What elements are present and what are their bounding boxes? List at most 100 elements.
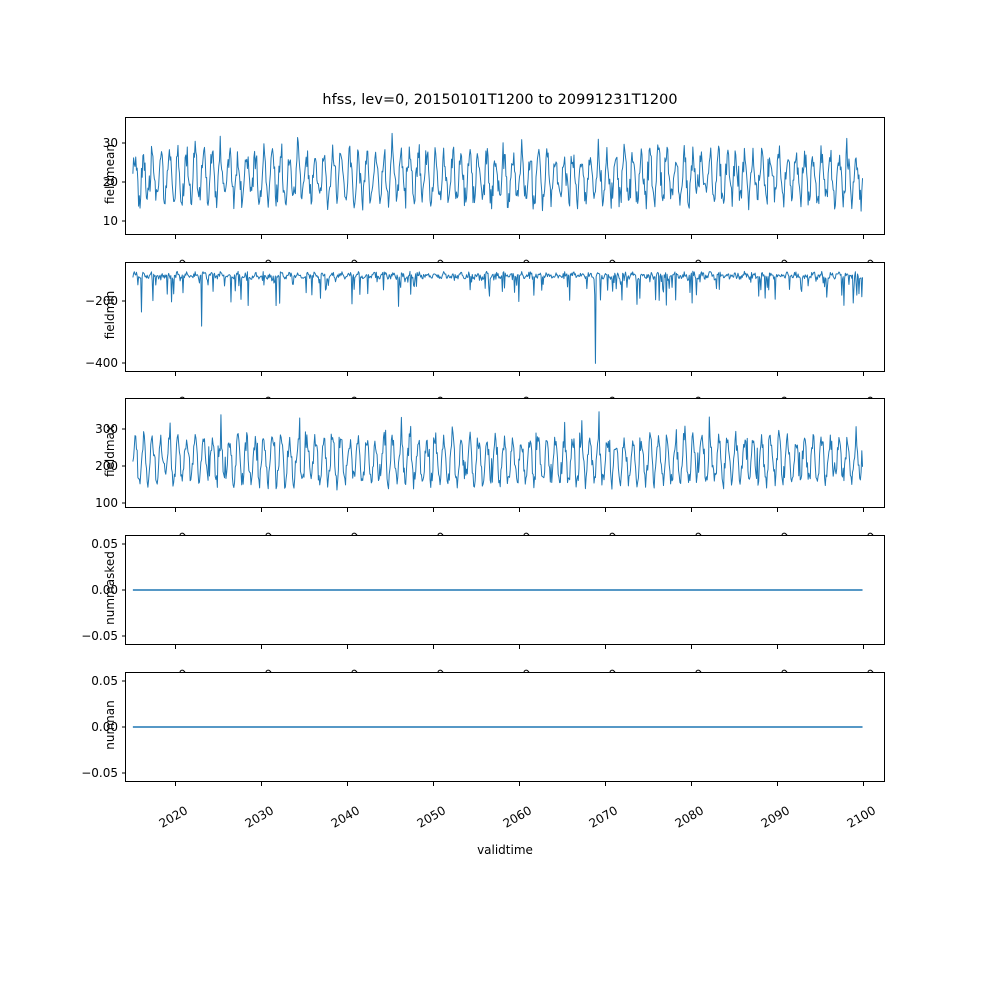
series-fieldmin bbox=[133, 271, 863, 363]
ytick-mark-fieldmin-0 bbox=[121, 300, 125, 302]
xtick-mark-nummasked-1 bbox=[260, 645, 262, 649]
axes-frame-numnan bbox=[125, 672, 885, 782]
ytick-label-fieldmax-0: 100 bbox=[95, 495, 118, 510]
ytick-label-fieldmean-2: 30 bbox=[102, 135, 118, 150]
ytick-label-numnan-2: −0.05 bbox=[81, 765, 118, 780]
plot-line-fieldmax bbox=[126, 399, 884, 507]
series-fieldmean bbox=[133, 133, 863, 211]
xtick-label-numnan-0: 2020 bbox=[156, 803, 190, 831]
xtick-mark-fieldmean-0 bbox=[174, 235, 176, 239]
xtick-mark-numnan-3 bbox=[433, 782, 435, 786]
xtick-mark-fieldmean-3 bbox=[433, 235, 435, 239]
xtick-label-numnan-8: 2100 bbox=[845, 803, 879, 831]
xtick-mark-nummasked-7 bbox=[777, 645, 779, 649]
xtick-mark-nummasked-8 bbox=[863, 645, 865, 649]
xtick-label-numnan-6: 2080 bbox=[672, 803, 707, 831]
xtick-mark-numnan-1 bbox=[260, 782, 262, 786]
xtick-mark-nummasked-5 bbox=[605, 645, 607, 649]
subplot-fieldmean: fieldmean 102030202020302040205020602070… bbox=[103, 117, 885, 284]
xtick-mark-nummasked-4 bbox=[519, 645, 521, 649]
xtick-label-numnan-5: 2070 bbox=[586, 803, 621, 831]
figure-title: hfss, lev=0, 20150101T1200 to 20991231T1… bbox=[322, 92, 678, 108]
xtick-mark-fieldmax-1 bbox=[260, 508, 262, 512]
xtick-mark-fieldmin-2 bbox=[347, 372, 349, 376]
ytick-mark-fieldmax-2 bbox=[121, 428, 125, 430]
ytick-mark-nummasked-0 bbox=[121, 543, 125, 545]
plot-line-fieldmean bbox=[126, 118, 884, 234]
ytick-label-numnan-0: 0.05 bbox=[91, 674, 118, 689]
ytick-label-fieldmean-0: 10 bbox=[102, 214, 118, 229]
xtick-mark-fieldmean-5 bbox=[605, 235, 607, 239]
ytick-label-fieldmax-2: 300 bbox=[95, 422, 118, 437]
xtick-mark-fieldmean-8 bbox=[863, 235, 865, 239]
subplot-numnan: numnan 0.05 0.00 −0.05 2020 2030 2040 2050 2060… bbox=[81, 672, 885, 831]
xtick-mark-numnan-7 bbox=[777, 782, 779, 786]
ytick-mark-numnan-0 bbox=[121, 680, 125, 682]
xtick-mark-numnan-5 bbox=[605, 782, 607, 786]
xtick-mark-numnan-8 bbox=[863, 782, 865, 786]
xtick-mark-fieldmin-1 bbox=[260, 372, 262, 376]
xtick-label-numnan-1: 2030 bbox=[242, 803, 277, 831]
axes-frame-fieldmax bbox=[125, 398, 885, 508]
xtick-mark-fieldmin-4 bbox=[519, 372, 521, 376]
xtick-mark-fieldmin-0 bbox=[174, 372, 176, 376]
xtick-mark-nummasked-6 bbox=[691, 645, 693, 649]
ytick-mark-numnan-1 bbox=[121, 726, 125, 728]
ytick-mark-fieldmean-2 bbox=[121, 142, 125, 144]
axes-frame-fieldmean bbox=[125, 117, 885, 235]
xaxis-label: validtime bbox=[477, 843, 533, 857]
xtick-mark-fieldmax-6 bbox=[691, 508, 693, 512]
ytick-mark-nummasked-2 bbox=[121, 635, 125, 637]
ytick-mark-fieldmean-1 bbox=[121, 181, 125, 183]
plot-line-fieldmin bbox=[126, 263, 884, 371]
xtick-mark-fieldmean-1 bbox=[260, 235, 262, 239]
xtick-mark-numnan-6 bbox=[691, 782, 693, 786]
ytick-label-fieldmin-1: −400 bbox=[85, 355, 118, 370]
xtick-mark-numnan-0 bbox=[174, 782, 176, 786]
xtick-mark-fieldmin-6 bbox=[691, 372, 693, 376]
xtick-mark-fieldmax-3 bbox=[433, 508, 435, 512]
ytick-label-fieldmin-0: −200 bbox=[85, 293, 118, 308]
ytick-mark-numnan-2 bbox=[121, 772, 125, 774]
axes-frame-fieldmin bbox=[125, 262, 885, 372]
xtick-mark-numnan-4 bbox=[519, 782, 521, 786]
xtick-mark-nummasked-3 bbox=[433, 645, 435, 649]
xtick-mark-fieldmax-7 bbox=[777, 508, 779, 512]
xtick-mark-fieldmean-2 bbox=[347, 235, 349, 239]
xtick-label-numnan-4: 2060 bbox=[500, 803, 535, 831]
ytick-label-nummasked-2: −0.05 bbox=[81, 628, 118, 643]
xtick-mark-fieldmin-5 bbox=[605, 372, 607, 376]
xtick-mark-fieldmean-6 bbox=[691, 235, 693, 239]
xtick-mark-fieldmax-2 bbox=[347, 508, 349, 512]
xtick-label-numnan-7: 2090 bbox=[759, 803, 793, 831]
subplot-fieldmin: fieldmin −200−40020202030204020502060207… bbox=[85, 262, 885, 421]
ytick-label-nummasked-0: 0.05 bbox=[91, 537, 118, 552]
ytick-mark-fieldmean-0 bbox=[121, 220, 125, 222]
xtick-mark-fieldmin-3 bbox=[433, 372, 435, 376]
ytick-label-numnan-1: 0.00 bbox=[91, 720, 118, 734]
ytick-mark-fieldmin-1 bbox=[121, 362, 125, 364]
ytick-mark-nummasked-1 bbox=[121, 589, 125, 591]
plot-line-nummasked bbox=[126, 536, 884, 644]
xtick-mark-fieldmin-8 bbox=[863, 372, 865, 376]
xtick-mark-nummasked-0 bbox=[174, 645, 176, 649]
xtick-label-numnan-3: 2050 bbox=[414, 803, 449, 831]
subplot-fieldmax: fieldmax 1002003002020203020402050206020… bbox=[95, 398, 885, 557]
xtick-mark-fieldmax-8 bbox=[863, 508, 865, 512]
ytick-label-nummasked-1: 0.00 bbox=[91, 583, 118, 597]
xtick-mark-fieldmax-0 bbox=[174, 508, 176, 512]
ytick-mark-fieldmax-0 bbox=[121, 502, 125, 503]
plot-line-numnan bbox=[126, 673, 884, 781]
ytick-label-fieldmean-1: 20 bbox=[102, 174, 118, 189]
xtick-mark-fieldmax-5 bbox=[605, 508, 607, 512]
ytick-mark-fieldmax-1 bbox=[121, 465, 125, 467]
axes-frame-nummasked bbox=[125, 535, 885, 645]
xtick-mark-fieldmean-7 bbox=[777, 235, 779, 239]
xtick-mark-nummasked-2 bbox=[347, 645, 349, 649]
xtick-mark-fieldmin-7 bbox=[777, 372, 779, 376]
xtick-mark-fieldmax-4 bbox=[519, 508, 521, 512]
xtick-mark-fieldmean-4 bbox=[519, 235, 521, 239]
ytick-label-fieldmax-1: 200 bbox=[95, 458, 118, 473]
subplot-nummasked: nummasked 0.050.00−0.0520202030204020502… bbox=[81, 535, 885, 694]
